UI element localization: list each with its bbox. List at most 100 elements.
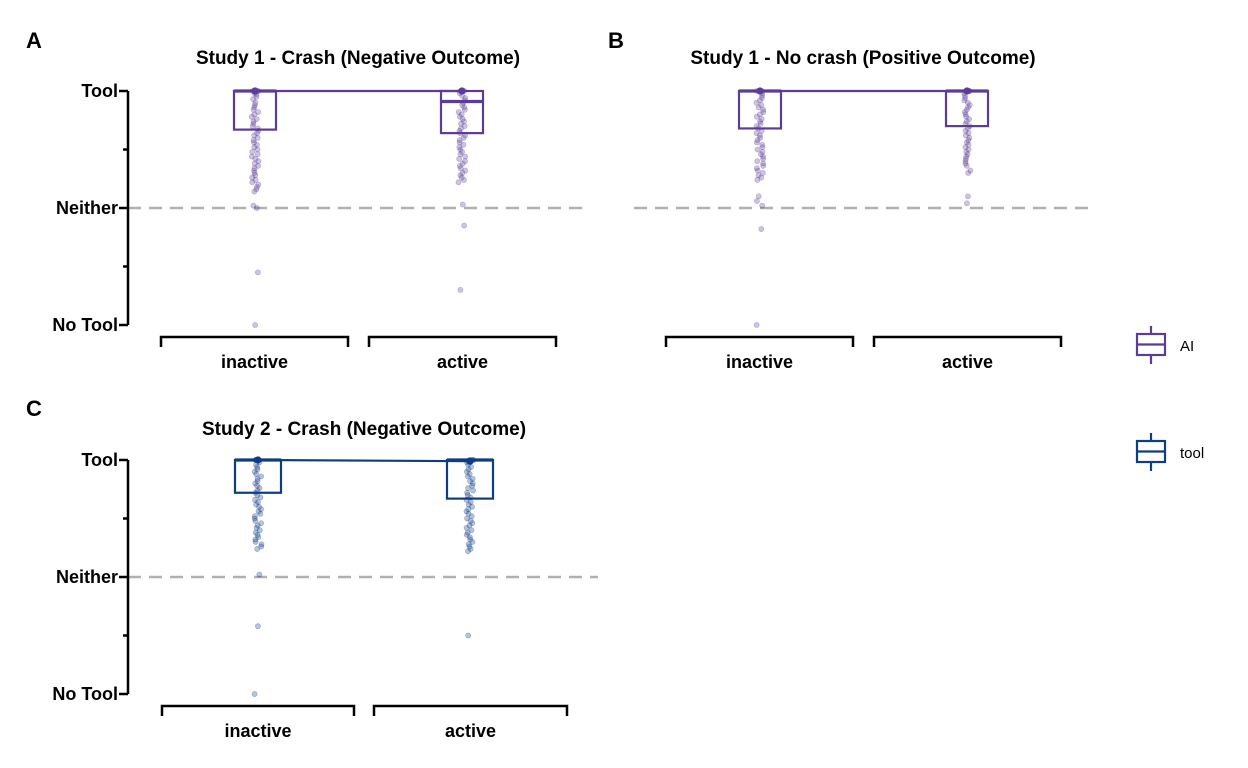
panel-c-point-inactive [256,503,262,510]
panel-b-point-active [965,141,972,148]
panel-a-point-inactive [254,151,261,158]
panel-c-point-inactive [258,541,265,548]
panel-c-point-active [465,510,472,517]
panel-a-point-inactive [253,205,260,211]
panel-a-point-inactive [252,322,259,328]
panel-a-y-tick-label: Neither [56,198,118,218]
panel-c-point-active [465,485,471,491]
panel-c-point-active [463,496,470,503]
panel-b-point-active [965,193,971,200]
panel-c-point-active [467,499,474,506]
panel-c-point-inactive [252,489,259,496]
panel-a-point-active [460,99,467,106]
panel-a-point-inactive [254,141,260,148]
panel-c-point-active [465,466,472,473]
panel-a-point-active [460,134,467,141]
panel-c-point-active [463,524,470,531]
panel-c-mean-point-active [466,457,474,465]
panel-c-point-active [466,471,473,477]
panel-c-point-active [470,487,477,494]
panel-a-point-inactive [251,139,257,146]
panel-c-point-active [469,480,476,487]
panel-a-point-active [461,118,467,125]
panel-c-point-inactive [252,513,258,520]
panel-a-point-active [461,123,468,129]
panel-a-point-inactive [254,184,260,190]
panel-label-c: C [26,396,42,421]
panel-b-point-active [963,162,970,169]
panel-b-point-inactive [760,162,767,169]
panel-c-point-active [464,492,471,498]
panel-c-point-inactive [252,539,259,545]
panel-b-point-active [962,132,969,139]
panel-a-point-inactive [252,99,259,106]
panel-c-point-inactive [258,473,265,480]
panel-a-point-inactive [251,188,258,195]
panel-b-point-active [966,116,972,122]
panel-b-x-tick-label: inactive [726,352,793,372]
panel-b-point-active [966,102,973,108]
panel-b-point-active [966,123,973,129]
panel-b-point-inactive [760,155,767,162]
panel-a-point-inactive [254,130,260,137]
panel-c-point-inactive [253,524,260,531]
panel-b-point-inactive [755,172,762,179]
panel-b-x-bracket-inactive [664,335,855,347]
panel-b-point-inactive [754,158,761,165]
panel-c-x-bracket-inactive [160,704,356,716]
panel-a-point-active [461,104,468,111]
panel-b-point-inactive [760,106,767,113]
panel-c-point-inactive [257,494,264,501]
panel-b-point-active [962,95,969,101]
panel-c-point-inactive [252,496,259,503]
panel-c-x-tick-label: active [445,721,496,741]
panel-c-point-active [466,522,473,529]
panel-c-point-inactive [254,466,261,473]
panel-b-x-bracket-active [872,335,1063,347]
panel-a-point-active [462,167,469,174]
panel-a-point-active [458,111,465,118]
panel-a-point-active [459,160,466,167]
panel-a-point-inactive [255,162,262,169]
panel-c-point-active [464,468,470,475]
panel-c-point-active [468,527,475,534]
panel-c-point-active [467,478,473,484]
panel-a-point-active [461,177,467,183]
panel-a-y-tick-label: No Tool [52,315,118,335]
panel-a-point-active [456,127,463,134]
panel-b-point-inactive [759,95,765,101]
panel-b-point-inactive [759,169,766,176]
panel-b-point-active [966,134,973,141]
panel-a-point-inactive [251,165,258,172]
panel-b-point-active [962,160,969,167]
panel-b-point-active [963,139,970,146]
panel-a-point-active [457,286,464,293]
panel-c-y-tick-label: Neither [56,567,118,587]
panel-label-a: A [26,28,42,53]
panel-c-point-inactive [255,534,262,541]
panel-b-mean-point-active [963,87,971,95]
panel-b-point-active [965,130,972,137]
panel-b-point-inactive [757,134,764,141]
panel-b-point-inactive [760,153,766,160]
panel-c-point-active [469,520,476,527]
panel-b-point-inactive [753,99,760,106]
panel-c-point-active [464,489,471,496]
panel-c-point-active [469,482,476,489]
panel-a-point-active [458,174,465,181]
panel-a-point-inactive [250,118,257,125]
panel-c-point-inactive [252,529,259,536]
panel-c-point-active [465,548,471,555]
panel-c-point-active [465,632,472,639]
panel-a-point-inactive [249,174,256,181]
panel-c-point-active [469,475,476,482]
panel-b-point-inactive [756,111,763,118]
panel-a-point-inactive [251,144,258,151]
panel-b-x-tick-label: active [942,352,993,372]
panel-a-point-inactive [252,172,259,179]
panel-a-point-active [459,116,466,122]
panel-a-point-active [462,158,468,165]
panel-c-point-inactive [256,527,263,534]
panel-a-point-active [456,144,463,151]
